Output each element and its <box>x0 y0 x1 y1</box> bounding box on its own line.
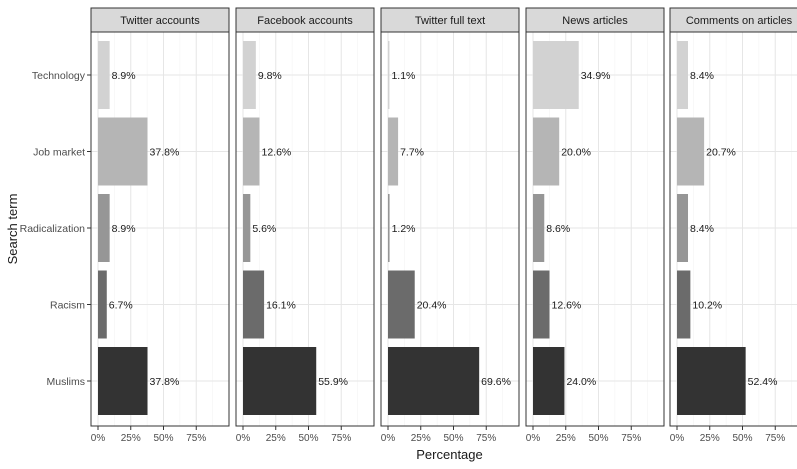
y-tick-label: Muslims <box>47 376 86 388</box>
bar <box>533 41 579 109</box>
data-label: 20.7% <box>706 147 736 159</box>
x-tick-label: 25% <box>700 433 720 444</box>
facet-title: Twitter full text <box>415 15 485 27</box>
data-label: 8.9% <box>112 70 136 82</box>
bar <box>388 117 399 186</box>
bar <box>98 117 148 186</box>
y-tick-label: Technology <box>32 70 86 82</box>
data-label: 10.2% <box>692 300 722 312</box>
x-tick-label: 50% <box>732 433 752 444</box>
data-label: 24.0% <box>566 376 596 388</box>
x-tick-label: 25% <box>266 433 286 444</box>
x-tick-label: 75% <box>476 433 496 444</box>
x-tick-label: 50% <box>298 433 318 444</box>
bar <box>677 347 746 415</box>
data-label: 34.9% <box>581 70 611 82</box>
facet-title: Twitter accounts <box>120 15 200 27</box>
x-tick-label: 25% <box>556 433 576 444</box>
x-tick-label: 75% <box>621 433 641 444</box>
bar <box>388 270 415 339</box>
x-tick-label: 0% <box>526 433 541 444</box>
data-label: 37.8% <box>150 147 180 159</box>
bar <box>243 194 251 262</box>
data-label: 52.4% <box>748 376 778 388</box>
y-axis-title: Search term <box>5 194 20 265</box>
x-tick-label: 25% <box>411 433 431 444</box>
y-tick-label: Radicalization <box>20 223 86 235</box>
data-label: 20.4% <box>417 300 447 312</box>
data-label: 7.7% <box>400 147 424 159</box>
x-tick-label: 0% <box>381 433 396 444</box>
facet-title: Facebook accounts <box>257 15 353 27</box>
bar <box>677 194 689 262</box>
data-label: 5.6% <box>252 223 276 235</box>
bar <box>98 270 107 339</box>
bar <box>533 194 545 262</box>
panel-border <box>525 31 665 427</box>
facet-title: News articles <box>562 15 628 27</box>
x-tick-label: 75% <box>331 433 351 444</box>
data-label: 8.4% <box>690 70 714 82</box>
bar <box>677 270 691 339</box>
bar <box>677 41 689 109</box>
bar <box>388 41 390 109</box>
bar <box>98 41 110 109</box>
bar <box>388 347 480 415</box>
data-label: 69.6% <box>481 376 511 388</box>
bar <box>243 270 265 339</box>
bar <box>677 117 705 186</box>
bar <box>388 194 390 262</box>
bar <box>243 347 317 415</box>
bar <box>533 347 565 415</box>
x-tick-label: 50% <box>588 433 608 444</box>
panel-border <box>90 31 230 427</box>
bar <box>533 270 550 339</box>
bar <box>243 41 256 109</box>
panel-border <box>235 31 375 427</box>
data-label: 8.6% <box>546 223 570 235</box>
x-tick-label: 0% <box>91 433 106 444</box>
x-tick-label: 25% <box>121 433 141 444</box>
data-label: 9.8% <box>258 70 282 82</box>
data-label: 37.8% <box>150 376 180 388</box>
panel-border <box>669 31 797 427</box>
x-tick-label: 75% <box>765 433 785 444</box>
x-tick-label: 0% <box>670 433 685 444</box>
y-tick-label: Job market <box>33 147 85 159</box>
data-label: 8.9% <box>112 223 136 235</box>
data-label: 1.1% <box>391 70 415 82</box>
data-label: 55.9% <box>318 376 348 388</box>
facet-strip <box>669 7 797 33</box>
facet-strip <box>380 7 520 33</box>
data-label: 8.4% <box>690 223 714 235</box>
bar <box>243 117 260 186</box>
x-tick-label: 0% <box>236 433 251 444</box>
data-label: 1.2% <box>392 223 416 235</box>
facet-strip <box>90 7 230 33</box>
panel-border <box>380 31 520 427</box>
data-label: 16.1% <box>266 300 296 312</box>
x-tick-label: 50% <box>153 433 173 444</box>
x-tick-label: 75% <box>186 433 206 444</box>
x-tick-label: 50% <box>443 433 463 444</box>
facet-strip <box>525 7 665 33</box>
bar <box>533 117 560 186</box>
data-label: 12.6% <box>552 300 582 312</box>
data-label: 20.0% <box>561 147 591 159</box>
y-tick-label: Racism <box>50 300 85 312</box>
facet-title: Comments on articles <box>686 15 793 27</box>
x-axis-title: Percentage <box>416 447 483 462</box>
bar <box>98 194 110 262</box>
data-label: 6.7% <box>109 300 133 312</box>
bar <box>98 347 148 415</box>
data-label: 12.6% <box>262 147 292 159</box>
